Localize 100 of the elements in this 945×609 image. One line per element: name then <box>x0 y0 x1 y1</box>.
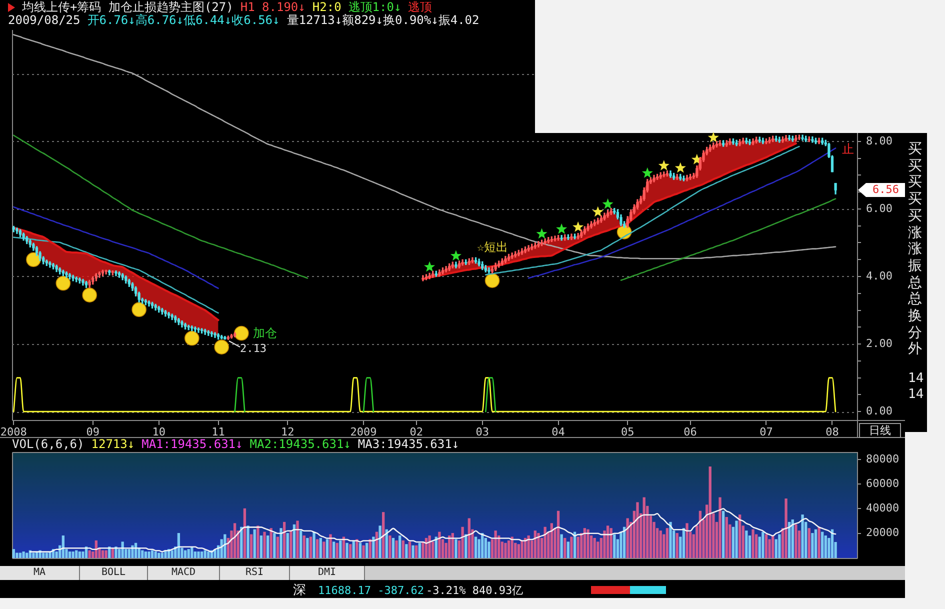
y-tick-label: 2.00 <box>866 336 892 350</box>
bar <box>778 534 781 558</box>
x-tick-label: 2008 <box>0 425 27 438</box>
bar <box>722 510 725 558</box>
text: 6.56 <box>858 183 905 197</box>
text: MA1:19435.631↓ <box>142 437 243 451</box>
bar <box>676 533 678 558</box>
bar <box>22 552 25 558</box>
bar <box>128 549 131 558</box>
bar <box>336 542 338 558</box>
bar <box>772 535 774 558</box>
x-tick-label: 12 <box>280 425 294 438</box>
bar <box>358 542 362 558</box>
bar <box>12 549 15 558</box>
bar <box>32 552 35 558</box>
bar <box>488 542 490 558</box>
y-tick-label: 20000 <box>866 526 900 540</box>
bar <box>583 528 586 558</box>
point <box>536 228 548 239</box>
annotation: 止 <box>842 142 854 156</box>
bar <box>194 552 197 558</box>
bar <box>154 552 157 558</box>
bar <box>556 510 560 558</box>
line-series <box>30 508 836 552</box>
bar <box>378 526 382 558</box>
candlestick <box>801 134 804 141</box>
text: 量12713↓额829↓换0.90%↓振4.02 <box>286 13 480 27</box>
text: 2009/08/25 <box>8 13 80 27</box>
bar <box>666 528 669 558</box>
bar <box>824 535 827 558</box>
y-tick-label: 60000 <box>866 476 900 490</box>
x-tick-label: 07 <box>760 425 773 438</box>
text: 14 <box>908 371 924 386</box>
x-tick-label: 06 <box>684 425 697 438</box>
text: DMI <box>290 566 365 580</box>
bar <box>388 535 392 558</box>
bar <box>527 535 530 558</box>
bar <box>372 536 375 558</box>
bar <box>26 552 28 558</box>
point <box>592 206 604 217</box>
bar <box>78 552 81 558</box>
bar <box>72 552 74 558</box>
point <box>82 288 97 302</box>
bar <box>788 522 791 558</box>
bar <box>42 552 45 558</box>
y-tick-label: 8.00 <box>866 134 892 148</box>
bar <box>332 542 336 558</box>
text: -3.21% 840.93亿 <box>426 584 524 597</box>
bar <box>339 540 342 558</box>
bar <box>395 540 398 558</box>
bar <box>290 530 292 558</box>
bar <box>121 542 124 558</box>
candlestick <box>778 136 781 143</box>
bar <box>566 542 570 558</box>
bar <box>382 512 385 558</box>
bar <box>101 550 104 558</box>
bar <box>207 552 210 558</box>
bar <box>256 526 260 558</box>
annotation: 加仓 <box>253 326 277 340</box>
bar <box>507 540 510 558</box>
bar <box>718 497 722 558</box>
bar <box>184 550 187 558</box>
bar <box>398 535 402 558</box>
text: MA2:19435.631↓ <box>250 437 351 451</box>
bar <box>158 552 160 558</box>
candlestick <box>104 270 108 274</box>
bar <box>270 528 272 558</box>
candlestick <box>471 257 474 264</box>
point <box>424 261 436 272</box>
bar <box>326 539 329 558</box>
bar <box>204 550 206 558</box>
bar <box>659 530 662 558</box>
bar <box>141 550 144 558</box>
y-tick-label: 40000 <box>866 502 900 515</box>
text: MA3:19435.631↓ <box>358 437 460 451</box>
point <box>234 326 249 341</box>
text: BOLL <box>80 566 148 580</box>
x-tick-label: 03 <box>476 425 489 438</box>
point <box>572 221 584 232</box>
x-tick-label: 2009 <box>350 425 377 438</box>
text: RSI <box>220 566 290 580</box>
bar <box>412 545 414 558</box>
point <box>214 340 229 354</box>
text: 逃顶 <box>408 0 432 14</box>
bar <box>408 542 412 558</box>
text: 逃顶1:0↓ <box>348 0 402 14</box>
x-tick-label: 05 <box>620 425 634 438</box>
bar <box>322 542 326 558</box>
bar <box>570 536 573 558</box>
bar <box>708 466 712 558</box>
bar <box>415 545 418 558</box>
bar <box>821 532 824 558</box>
bar <box>273 533 276 558</box>
x-tick-label: 10 <box>152 425 166 438</box>
bar <box>686 523 688 558</box>
point <box>642 167 653 178</box>
bar <box>560 534 563 558</box>
bar <box>306 538 309 558</box>
bar <box>312 532 316 558</box>
bar <box>762 532 764 558</box>
